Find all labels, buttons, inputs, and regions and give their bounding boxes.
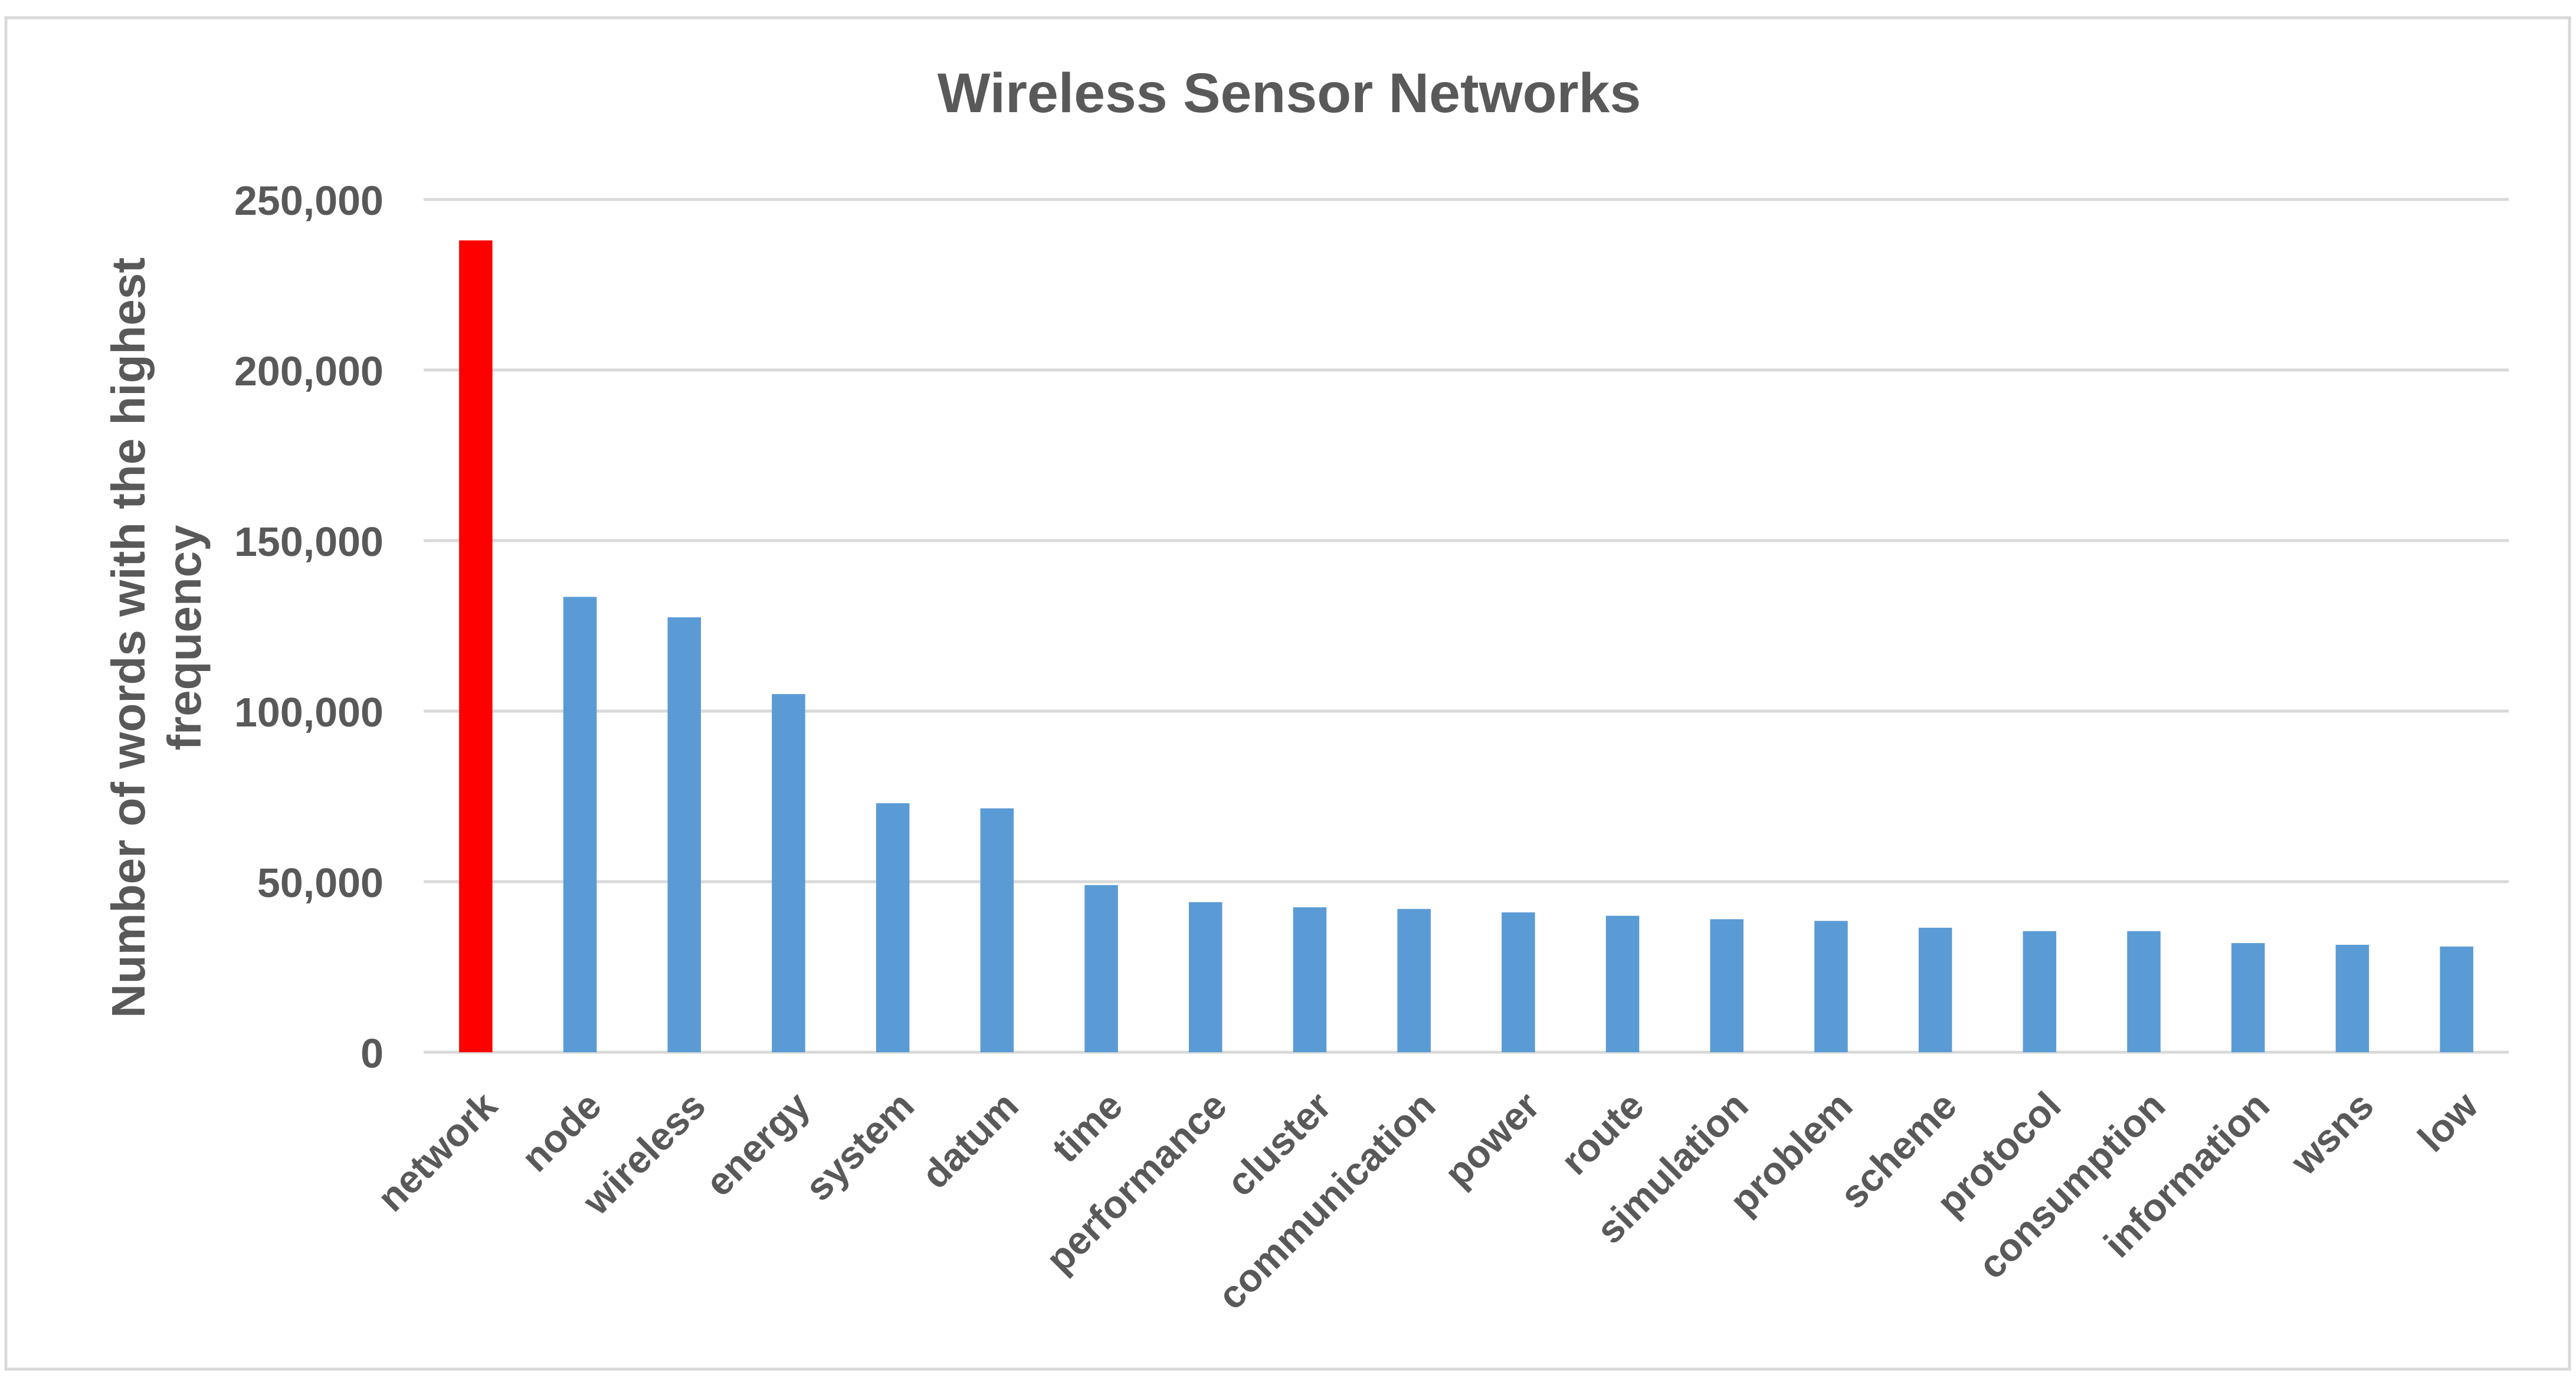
bar-cluster (1293, 907, 1327, 1052)
bar-wsns (2335, 944, 2369, 1052)
bar-energy (772, 694, 805, 1052)
y-tick-label: 100,000 (234, 689, 384, 735)
chart-title: Wireless Sensor Networks (938, 62, 1641, 125)
bars (459, 240, 2473, 1052)
y-axis-label: Number of words with the highestfrequenc… (102, 257, 211, 1018)
y-tick-label: 250,000 (234, 178, 384, 224)
bar-route (1605, 915, 1640, 1052)
y-axis-label-line: Number of words with the highest (102, 257, 155, 1018)
bar-datum (980, 808, 1014, 1052)
bar-consumption (2127, 931, 2161, 1052)
y-tick-label: 0 (360, 1030, 384, 1076)
bar-power (1502, 912, 1535, 1052)
bar-wireless (667, 617, 702, 1052)
bar-problem (1814, 921, 1848, 1052)
bar-time (1084, 885, 1118, 1052)
chart-border (4, 16, 2571, 1371)
bar-system (876, 803, 910, 1052)
bar-performance (1188, 902, 1223, 1052)
bar-communication (1397, 909, 1431, 1052)
y-axis-label-line: frequency (158, 525, 211, 751)
bar-information (2231, 943, 2265, 1052)
y-tick-label: 150,000 (234, 519, 384, 565)
bar-scheme (1918, 928, 1952, 1052)
bar-simulation (1710, 919, 1744, 1052)
bar-low (2440, 946, 2473, 1052)
y-tick-labels: 0 50,000 100,000 150,000 200,000 250,000 (234, 178, 384, 1076)
bar-protocol (2023, 931, 2057, 1052)
y-tick-label: 200,000 (234, 348, 384, 394)
bar-node (563, 597, 597, 1052)
y-tick-label: 50,000 (257, 860, 384, 906)
gridlines (424, 198, 2509, 1054)
bar-network (459, 240, 493, 1052)
